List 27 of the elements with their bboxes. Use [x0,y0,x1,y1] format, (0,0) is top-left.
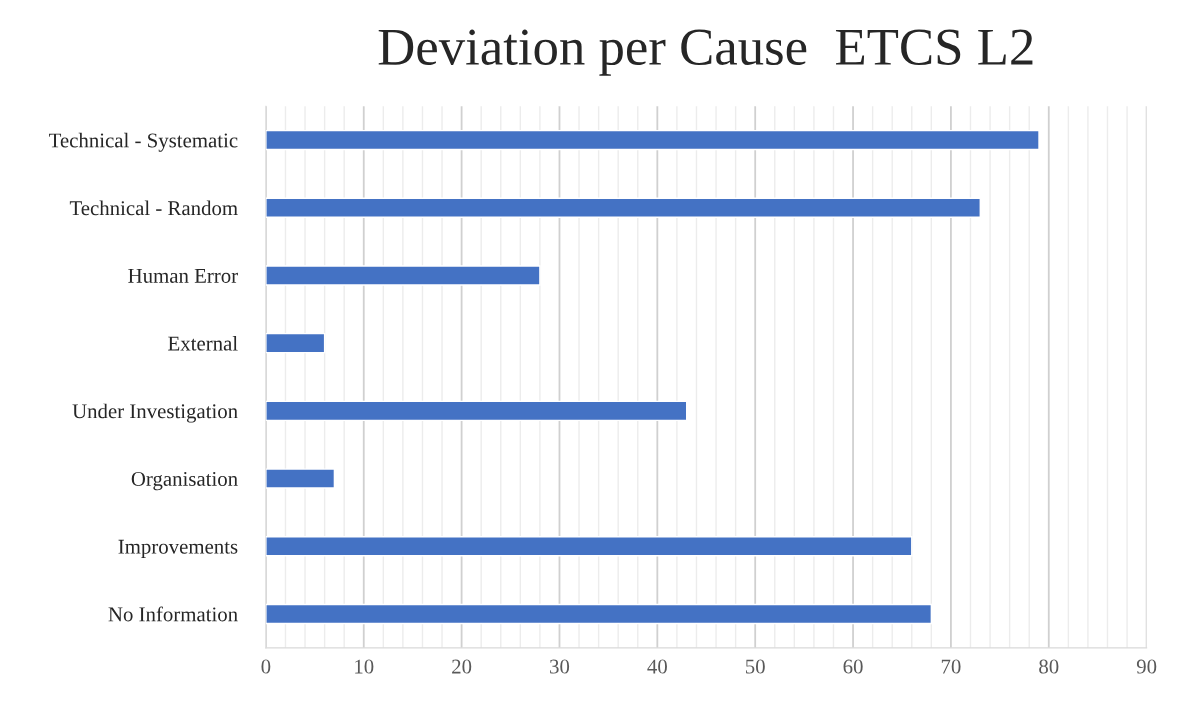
x-tick-label: 70 [941,659,961,674]
y-tick-label: Under Investigation [72,403,238,423]
bar [265,197,981,218]
y-tick-label: Organisation [131,471,238,491]
x-tick-label: 40 [647,659,667,674]
bar [265,468,336,489]
chart-title: Deviation per Cause ETCS L2 [378,29,1033,76]
x-tick-label: 0 [261,659,271,674]
x-tick-label: 50 [745,659,765,674]
y-tick-label: No Information [108,606,238,622]
bar [265,400,688,422]
x-tick-label: 30 [550,659,570,674]
y-tick-label: Technical - Random [69,200,238,216]
y-tick-label: Human Error [128,269,238,283]
y-tick-label: Technical - Systematic [49,132,238,152]
bar [265,265,541,286]
bar [265,536,913,557]
x-tick-label: 60 [843,659,863,674]
y-tick-label: External [168,335,238,351]
x-tick-label: 20 [452,659,472,674]
x-tick-label: 10 [355,659,374,674]
bar [265,603,933,625]
x-tick-label: 90 [1136,659,1157,674]
y-tick-label: Improvements [118,539,238,558]
bar [265,332,326,354]
x-tick-label: 80 [1039,659,1059,674]
bar [265,129,1040,151]
